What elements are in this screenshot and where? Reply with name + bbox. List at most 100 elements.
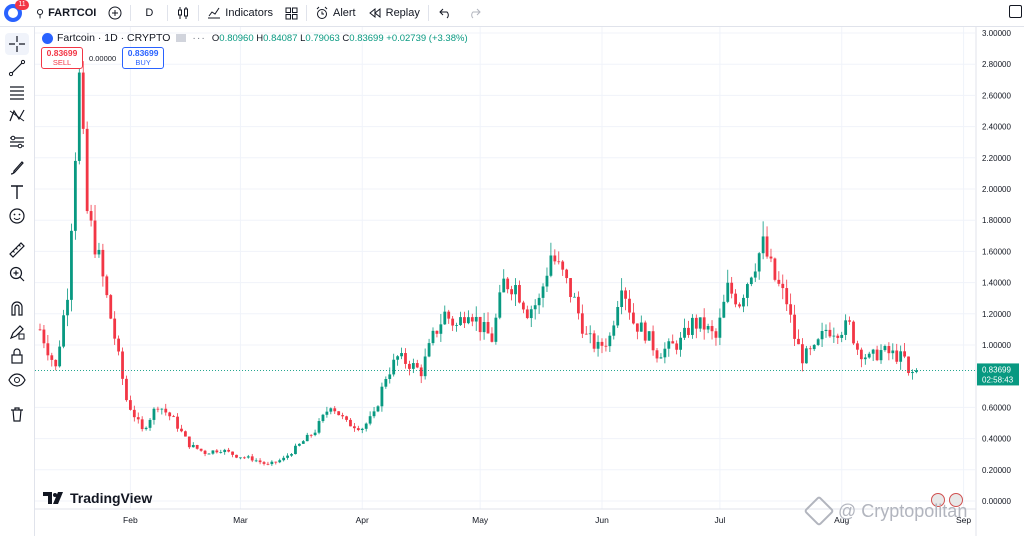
candle-body <box>891 350 895 354</box>
symbol-name: FARTCOI <box>48 7 97 19</box>
candle-body <box>549 255 553 276</box>
price-tick-label: 0.60000 <box>982 403 1011 412</box>
candle-body <box>592 333 596 349</box>
candle-body <box>447 311 451 319</box>
candle-body <box>789 304 793 315</box>
candle-body <box>93 220 97 255</box>
chart-type-button[interactable] <box>170 0 196 26</box>
trend-line-tool[interactable] <box>5 57 29 79</box>
candle-body <box>97 249 101 255</box>
price-tick-label: 2.80000 <box>982 60 1011 69</box>
price-tick-label: 0.00000 <box>982 497 1011 506</box>
candle-body <box>863 357 867 360</box>
indicators-button[interactable]: Indicators <box>201 0 279 26</box>
price-tick-label: 2.00000 <box>982 185 1011 194</box>
interval-button[interactable]: D <box>133 0 165 26</box>
layouts-button[interactable] <box>279 0 304 26</box>
replay-button[interactable]: Replay <box>362 0 426 26</box>
candle-body <box>753 271 757 278</box>
buy-button[interactable]: 0.83699 BUY <box>122 47 165 69</box>
replay-label: Replay <box>385 7 420 19</box>
candle-body <box>541 286 545 298</box>
price-tick-label: 1.80000 <box>982 216 1011 225</box>
candle-body <box>848 320 851 322</box>
symbol-search-button[interactable]: ⚲ FARTCOI <box>30 0 102 26</box>
remove-drawings-tool[interactable] <box>5 403 29 425</box>
text-tool[interactable] <box>5 181 29 203</box>
lock-drawings-tool[interactable] <box>5 345 29 367</box>
candle-body <box>730 282 734 294</box>
price-chart[interactable]: 3.00000 2.80000 2.60000 2.40000 2.20000 2.000… <box>35 27 1024 536</box>
sell-button[interactable]: 0.83699 SELL <box>41 47 83 69</box>
stay-drawing-tool[interactable] <box>5 321 29 343</box>
candle-body <box>286 455 289 458</box>
compare-symbol-button[interactable] <box>102 0 128 26</box>
candle-body <box>46 343 50 356</box>
crosshair-tool[interactable] <box>5 33 29 55</box>
candle-body <box>85 128 89 212</box>
candle-body <box>187 436 191 448</box>
candle-body <box>537 297 541 306</box>
candle-body <box>242 457 246 459</box>
zoom-tool[interactable] <box>5 263 29 285</box>
candle-body <box>867 353 871 358</box>
price-tick-label: 0.40000 <box>982 435 1011 444</box>
candle-body <box>718 317 722 338</box>
candle-body <box>305 434 309 442</box>
tradingview-logo[interactable]: TradingView <box>43 490 152 506</box>
candle-body <box>356 428 360 431</box>
candle-body <box>246 456 250 458</box>
emoji-tool[interactable] <box>5 205 29 227</box>
candle-body <box>443 311 447 325</box>
hide-drawings-tool[interactable] <box>5 369 29 391</box>
candle-body <box>840 334 844 338</box>
candle-body <box>608 335 612 347</box>
candle-body <box>667 341 671 349</box>
flag-icon <box>931 493 945 507</box>
price-axis[interactable]: 3.00000 2.80000 2.60000 2.40000 2.20000 2.000… <box>975 27 1011 536</box>
candle-body <box>596 341 600 349</box>
ruler-icon <box>9 242 25 258</box>
candle-body <box>62 315 65 347</box>
redo-icon <box>471 8 481 19</box>
alert-button[interactable]: Alert <box>309 0 362 26</box>
brush-tool[interactable] <box>5 157 29 179</box>
candle-body <box>561 261 565 270</box>
candle-body <box>70 230 73 300</box>
candle-body <box>757 253 761 272</box>
candle-body <box>254 460 258 462</box>
undo-button[interactable] <box>431 0 460 26</box>
candle-body <box>309 434 313 436</box>
candle-body <box>545 275 549 287</box>
candle-body <box>384 378 388 387</box>
candle-body <box>50 355 54 360</box>
measure-tool[interactable] <box>5 239 29 261</box>
candle-body <box>698 317 702 329</box>
price-tick-label: 2.60000 <box>982 91 1011 100</box>
last-price-box <box>977 363 1019 386</box>
candle-body <box>879 350 883 361</box>
legend-title[interactable]: Fartcoin · 1D · CRYPTO <box>57 32 171 44</box>
candle-body <box>694 317 698 329</box>
candle-body <box>329 408 333 412</box>
candle-body <box>820 331 824 340</box>
candle-body <box>466 317 470 324</box>
candle-body <box>600 341 604 346</box>
candle-body <box>812 344 816 350</box>
candle-body <box>368 416 372 424</box>
magnet-tool[interactable] <box>5 297 29 319</box>
candle-body <box>521 302 525 310</box>
forecasting-tool[interactable] <box>5 131 29 153</box>
price-tick-label: 0.20000 <box>982 466 1011 475</box>
pattern-tool[interactable] <box>5 105 29 127</box>
candle-body <box>832 335 836 337</box>
redo-button[interactable] <box>460 0 489 26</box>
candle-body <box>38 329 42 331</box>
more-icon[interactable]: ··· <box>192 32 206 44</box>
time-axis[interactable]: Feb Mar Apr May Jun Jul Aug Sep <box>35 508 976 525</box>
candle-body <box>793 314 796 339</box>
candle-body <box>738 304 741 307</box>
fullscreen-icon[interactable] <box>1009 5 1022 18</box>
fib-tool[interactable] <box>5 81 29 103</box>
user-avatar[interactable]: 11 <box>4 0 29 22</box>
